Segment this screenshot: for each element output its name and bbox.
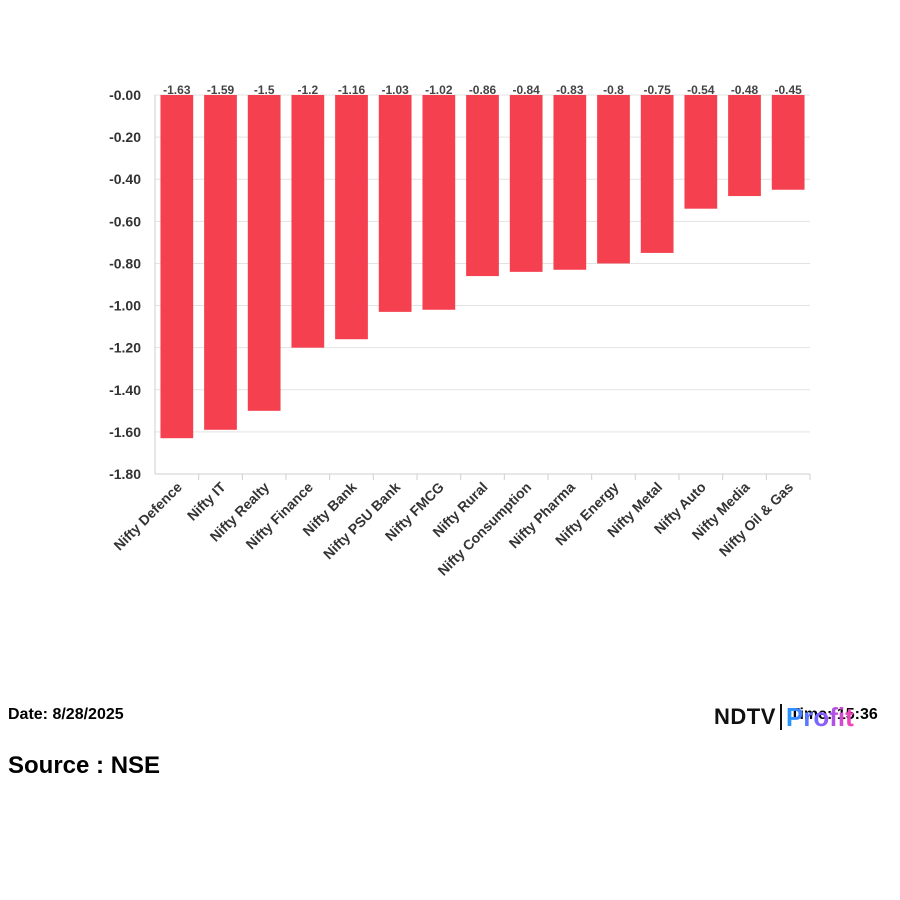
y-tick-label: -1.40: [109, 382, 141, 398]
x-tick-label: Nifty Defence: [110, 479, 185, 554]
data-label: -0.48: [731, 83, 759, 97]
bar[interactable]: [597, 95, 630, 264]
bar[interactable]: [291, 95, 325, 348]
y-tick-label: -0.60: [109, 213, 141, 229]
data-label: -0.86: [469, 83, 497, 97]
bar[interactable]: [684, 95, 718, 209]
bar[interactable]: [509, 95, 543, 272]
data-label: -1.03: [381, 83, 409, 97]
sector-bar-chart: -0.00 -0.20 -0.40 -0.60 -0.80 -1.00 -1.20 -1.40…: [109, 83, 811, 579]
data-label: -0.75: [643, 83, 671, 97]
bar[interactable]: [640, 95, 674, 253]
y-tick-label: -1.00: [109, 298, 141, 314]
bar[interactable]: [335, 95, 368, 340]
y-tick-label: -0.00: [109, 87, 141, 103]
data-label: -0.54: [687, 83, 715, 97]
logo-ndtv-text: NDTV: [714, 704, 776, 729]
logo-separator: [779, 704, 782, 730]
bar[interactable]: [247, 95, 281, 411]
y-tick-label: -1.80: [109, 466, 141, 482]
x-tick-label: Nifty PSU Bank: [320, 479, 404, 563]
time-label: Time: 15:36: [790, 706, 878, 723]
date-label: Date: 8/28/2025: [8, 706, 124, 723]
y-tick-label: -1.20: [109, 340, 141, 356]
data-label: -1.59: [207, 83, 235, 97]
ndtv-profit-logo: NDTV Profit: [714, 700, 854, 734]
data-label: -0.8: [603, 83, 624, 97]
y-tick-label: -0.40: [109, 171, 141, 187]
data-label: -1.2: [297, 83, 318, 97]
bar[interactable]: [160, 95, 194, 439]
data-label: -0.84: [512, 83, 540, 97]
bar[interactable]: [728, 95, 761, 197]
source-label: Source : NSE: [8, 752, 161, 779]
data-label: -1.63: [163, 83, 191, 97]
bar[interactable]: [378, 95, 412, 312]
bar[interactable]: [553, 95, 587, 270]
y-tick-label: -0.80: [109, 255, 141, 271]
bar[interactable]: [771, 95, 805, 190]
y-tick-label: -1.60: [109, 424, 141, 440]
bar[interactable]: [204, 95, 237, 430]
data-labels: -1.63 -1.59 -1.5 -1.2 -1.16 -1.03 -1.02 -0.86 -0…: [163, 83, 802, 97]
data-label: -0.45: [774, 83, 802, 97]
data-label: -0.83: [556, 83, 584, 97]
y-axis: -0.00 -0.20 -0.40 -0.60 -0.80 -1.00 -1.20 -1.40…: [109, 87, 156, 482]
data-label: -1.02: [425, 83, 453, 97]
y-tick-label: -0.20: [109, 129, 141, 145]
x-tick-label: Nifty Oil & Gas: [716, 479, 797, 560]
data-label: -1.16: [338, 83, 366, 97]
bar[interactable]: [422, 95, 456, 310]
bar[interactable]: [466, 95, 499, 277]
logo-profit-text: Profit: [785, 701, 854, 732]
bars: [160, 95, 805, 439]
data-label: -1.5: [254, 83, 275, 97]
